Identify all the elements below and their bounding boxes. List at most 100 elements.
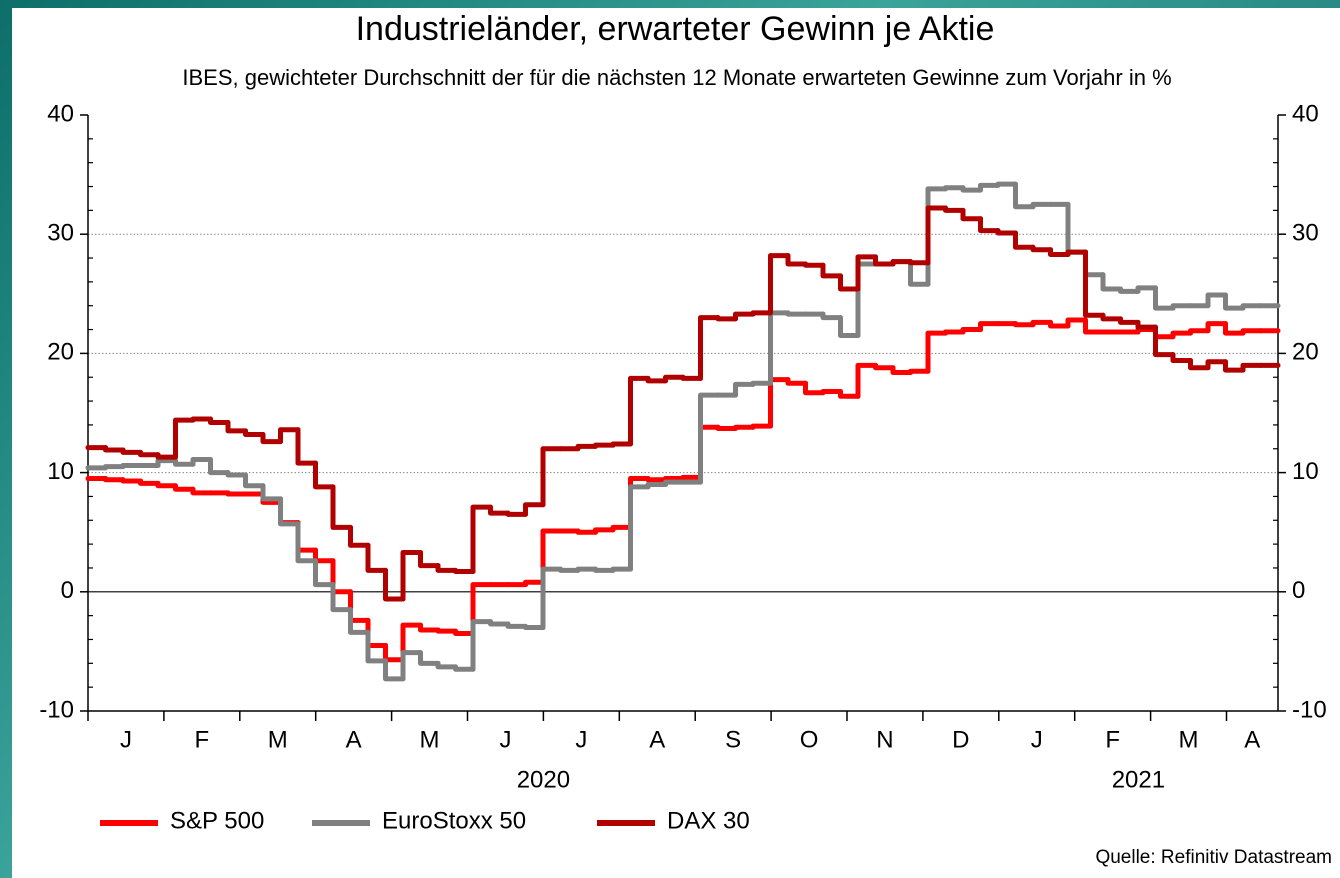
series-step (648, 485, 666, 487)
x-tick-label: J (575, 726, 587, 753)
series-step (788, 313, 806, 314)
series-step (508, 513, 526, 514)
series-step (1033, 322, 1051, 324)
series-step (141, 452, 159, 454)
x-tick-label: F (1105, 726, 1120, 753)
series-step (823, 392, 841, 393)
y-tick-label: 0 (61, 577, 74, 604)
series-step (736, 427, 754, 428)
x-tick-label: A (346, 726, 362, 753)
series-step (893, 262, 911, 264)
y-tick-label: 10 (47, 458, 74, 485)
series-step (666, 482, 684, 484)
series-step (648, 378, 666, 380)
y-tick-label: 30 (47, 220, 74, 247)
series-step (1068, 252, 1086, 254)
x-group-label: 2020 (517, 766, 570, 793)
series-step (613, 569, 631, 570)
series-step (1033, 247, 1051, 249)
series-step (876, 365, 894, 367)
series-step (228, 493, 246, 494)
x-tick-label: J (499, 726, 511, 753)
series-step (946, 188, 964, 189)
y-tick-label: 0 (1292, 577, 1305, 604)
x-tick-label: J (120, 726, 132, 753)
x-tick-label: M (1179, 726, 1199, 753)
y-tick-label: 20 (1292, 339, 1319, 366)
series-step (613, 444, 631, 445)
page: Industrieländer, erwarteter Gewinn je Ak… (0, 0, 1340, 878)
x-tick-label: D (952, 726, 969, 753)
series-step (1243, 331, 1261, 333)
legend-label: EuroStoxx 50 (382, 807, 526, 834)
series-step (578, 569, 596, 570)
series-step (1191, 331, 1209, 333)
series-step (911, 371, 929, 372)
x-tick-label: O (800, 726, 819, 753)
series-step (106, 467, 124, 468)
y-tick-label: -10 (39, 696, 74, 723)
series-step (561, 569, 579, 570)
series-step (666, 479, 684, 480)
series-step (106, 448, 124, 450)
series-step (753, 313, 771, 314)
series-step (596, 445, 614, 446)
series-step (1121, 289, 1139, 291)
series-step (106, 479, 124, 480)
series-step (683, 377, 701, 378)
x-tick-label: F (195, 726, 210, 753)
y-tick-label: 20 (47, 339, 74, 366)
series-step (753, 383, 771, 384)
series-step (613, 527, 631, 529)
series-step (648, 479, 666, 480)
series-step (963, 188, 981, 190)
series-step (508, 624, 526, 626)
series-step (193, 419, 211, 420)
series-step (596, 569, 614, 570)
x-tick-label: J (1031, 726, 1043, 753)
x-tick-label: M (268, 726, 288, 753)
series-step (123, 450, 141, 452)
x-group-label: 2021 (1112, 766, 1165, 793)
legend-label: DAX 30 (667, 807, 750, 834)
series-step (123, 465, 141, 466)
y-tick-label: 40 (1292, 100, 1319, 127)
series-step (963, 330, 981, 332)
series-step (946, 332, 964, 333)
series-step (456, 667, 474, 669)
series-step (1138, 330, 1156, 332)
series-step (1243, 306, 1261, 308)
x-tick-label: M (420, 726, 440, 753)
series-step (596, 530, 614, 532)
series-step (946, 208, 964, 210)
series-step (1173, 306, 1191, 308)
series-step (491, 622, 509, 624)
series-step (753, 426, 771, 427)
x-tick-label: N (876, 726, 893, 753)
y-tick-label: -10 (1292, 696, 1327, 723)
series-step (806, 264, 824, 265)
series-step (718, 427, 736, 428)
x-tick-label: A (649, 726, 665, 753)
series-step (526, 582, 544, 584)
chart: Industrieländer, erwarteter Gewinn je Ak… (0, 0, 1340, 878)
x-tick-label: A (1244, 726, 1260, 753)
series-step (998, 231, 1016, 233)
series-step (456, 570, 474, 571)
series-step (683, 477, 701, 478)
series-step (228, 473, 246, 475)
series-step (158, 455, 176, 457)
series-step (456, 631, 474, 633)
series-step (578, 446, 596, 448)
y-tick-label: 30 (1292, 220, 1319, 247)
x-tick-label: S (725, 726, 741, 753)
panel (12, 8, 1340, 878)
y-tick-label: 10 (1292, 458, 1319, 485)
series-step (123, 480, 141, 481)
series-step (1016, 324, 1034, 325)
series-step (1033, 204, 1051, 206)
series-step (578, 531, 596, 532)
series-step (141, 481, 159, 483)
series-step (998, 184, 1016, 185)
series-step (718, 318, 736, 319)
